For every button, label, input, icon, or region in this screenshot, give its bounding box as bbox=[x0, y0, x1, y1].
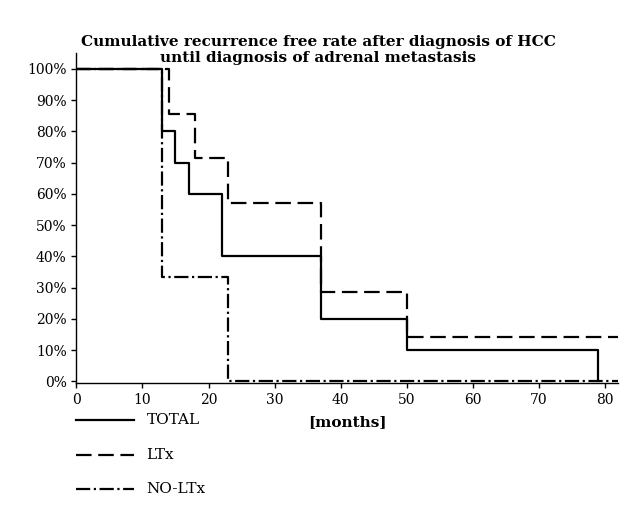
Text: LTx: LTx bbox=[147, 448, 174, 462]
X-axis label: [months]: [months] bbox=[308, 415, 387, 429]
Text: until diagnosis of adrenal metastasis: until diagnosis of adrenal metastasis bbox=[161, 51, 476, 64]
Text: TOTAL: TOTAL bbox=[147, 413, 199, 427]
Text: NO-LTx: NO-LTx bbox=[147, 483, 206, 496]
Text: Cumulative recurrence free rate after diagnosis of HCC: Cumulative recurrence free rate after di… bbox=[81, 35, 556, 48]
